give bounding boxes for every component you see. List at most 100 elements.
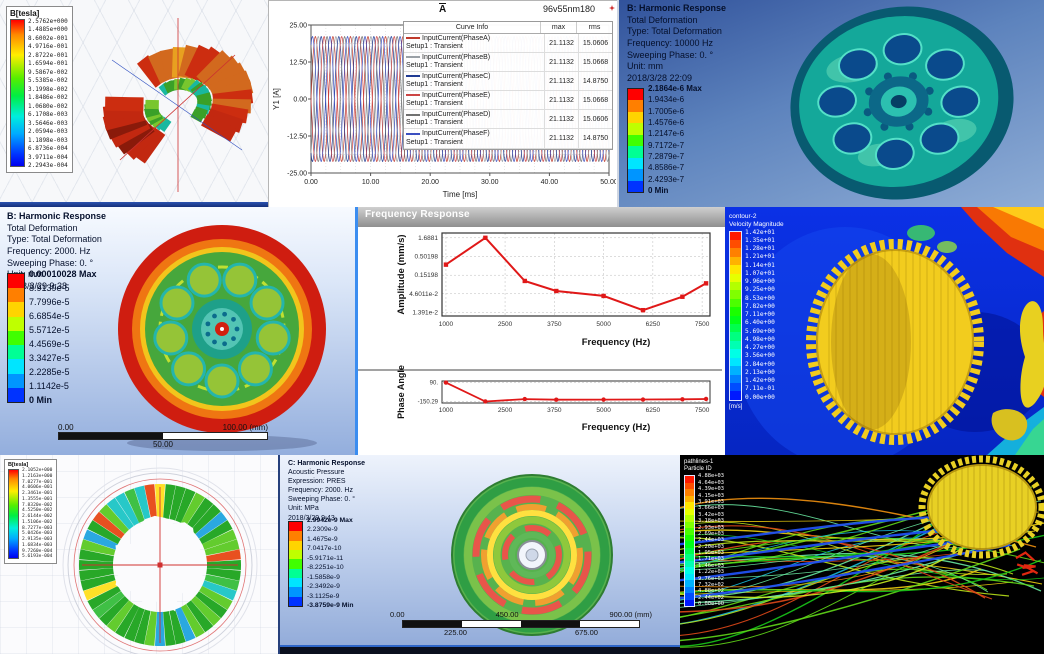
legend-band [628,100,643,112]
stator-field-plot[interactable] [0,455,278,654]
colorbar [729,230,742,401]
wheel-deformation-model[interactable] [0,207,355,455]
column-header: max [540,22,576,33]
table-row: InputCurrent(PhaseA) Setup1 : Transient 21… [404,34,612,54]
decorative-shape [790,6,1014,200]
column-header: rms [576,22,612,33]
decorative-shape [919,122,960,155]
harmonic-response-viewport-top[interactable]: B: Harmonic Response Total Deformation T… [617,0,1044,207]
legend-value: 1.2147e-6 [648,129,685,139]
legend-band [685,554,694,561]
info-line: Unit: mm [627,61,663,72]
streamline [680,504,1000,549]
legend-value: 2.8722e-001 [28,51,68,59]
toroid-field-plot[interactable] [0,0,268,207]
rms-value: 15.0606 [578,34,612,53]
y-tick-label: -150.29 [418,399,439,405]
legend-value: 2.1052e+000 [22,468,53,473]
info-line: Total Deformation [627,14,698,25]
decorative-shape [144,611,158,646]
colorbar [684,475,695,608]
legend-value: -8.2251e-10 [307,564,344,572]
decorative-shape [159,285,195,321]
data-marker [483,399,488,404]
legend-band [628,146,643,158]
decorative-shape [1020,301,1044,408]
decorative-shape [204,574,240,591]
currents-report-window[interactable]: A 96v55nm180 0.00 10.00 20.00 30.00 40.00 50.… [268,0,619,209]
legend-value: 6.6854e-5 [29,311,70,321]
wheel-deformation-model[interactable] [619,0,1044,207]
legend-band [289,577,302,588]
decorative-shape [79,567,114,581]
x-tick-label: 20.00 [421,179,439,186]
decorative-shape [83,580,118,601]
legend-value: 9.7172e-7 [648,140,685,150]
decorative-shape [201,113,238,142]
legend-band [730,315,741,325]
y-tick-label: -12.50 [287,134,307,141]
decorative-shape [464,487,600,623]
legend-value: 2.9942e-9 Max [307,517,353,524]
max-value: 21.1132 [544,53,578,72]
cfd-velocity-contour-viewport[interactable]: contour-2 Velocity Magnitude 1.42e+01 1.3… [725,207,1044,455]
x-tick-label: 5000 [596,407,611,414]
y-tick-label: -25.00 [287,171,307,178]
data-marker [443,380,449,385]
legend-value: 7.7996e-5 [29,297,70,307]
ruler-label: 675.00 [575,628,598,637]
legend-value: 5.6193e-004 [22,554,53,560]
legend-value: -1.5858e-9 [307,573,340,581]
x-tick-label: 3750 [547,321,562,328]
ruler-label: 450.00 [495,610,519,619]
legend-value: 4.0606e-001 [22,485,53,491]
table-row: InputCurrent(PhaseF) Setup1 : Transient 21… [404,129,612,149]
max-value: 21.1132 [544,72,578,91]
legend-value: 5.5712e-5 [29,325,70,335]
decorative-shape [220,327,224,331]
legend-value: 1.1898e-003 [28,136,68,144]
legend-value: 1.42e+00 [745,377,775,385]
data-marker [601,397,606,402]
legend-value: 4.15e+03 [698,492,724,499]
info-line: Sweeping Phase: 0. ° [627,49,714,60]
legend-band [685,515,694,522]
decorative-shape [472,495,592,615]
legend-value: 4.8586e-7 [648,163,685,173]
legend-value: 6.8736e-004 [28,145,68,153]
legend-band [8,359,24,374]
decorative-shape [80,539,116,556]
curve-swatch [406,132,420,135]
particle-id-legend: pathlines-1 Particle ID 4.88e+03 4.64e+03… [684,459,724,608]
pathlines-scene[interactable] [680,455,1044,654]
scale-segment [163,433,267,439]
decorative-shape [160,48,180,81]
legend-band [685,580,694,587]
legend-value: 1.1142e-5 [29,381,69,391]
cfd-pathlines-viewport[interactable]: pathlines-1 Particle ID 4.88e+03 4.64e+03… [680,455,1044,654]
frequency-response-charts[interactable]: 1000 2500 3750 5000 6250 7500 1.6881 0.50198 0.1… [358,223,722,451]
decorative-shape [234,326,240,332]
curve-label: InputCurrent(PhaseB) [422,54,491,62]
acoustic-disc-model[interactable] [280,455,682,654]
velocity-contour-scene[interactable] [725,207,1044,455]
info-line: Sweeping Phase: 0. ° [288,496,356,504]
legend-band [8,302,24,317]
maxwell-stator-viewport[interactable]: B[tesla] 2.1052e+000 1.2163e+000 7.0277e-0… [0,455,278,654]
window-titlebar[interactable]: Frequency Response [358,207,728,227]
table-row: InputCurrent(PhaseD) Setup1 : Transient 21… [404,110,612,130]
maxwell-toroid-viewport[interactable]: B[tesla] 2.5762e+000 1.4885e+000 8.6002e-0… [0,0,268,207]
ruler-segment [403,621,462,627]
legend-band [730,391,741,400]
plot-title: 96v55nm180 [543,4,596,14]
legend-value: 1.4885e+000 [28,26,68,34]
info-line: 2018/3/28 22:09 [627,73,693,84]
harmonic-response-viewport-wheel[interactable]: B: Harmonic Response Total Deformation T… [0,207,355,455]
decorative-shape [816,249,974,435]
legend-value: 8.9139e-5 [29,283,70,293]
plot-corner-label: A [439,3,447,15]
acoustic-pressure-viewport[interactable]: C: Harmonic Response Acoustic Pressure E… [278,455,682,654]
x-axis-label: Frequency (Hz) [582,337,651,348]
frequency-response-window[interactable]: Frequency Response 1000 2500 3750 5000 6250 7… [355,207,731,459]
max-value: 21.1132 [544,110,578,129]
